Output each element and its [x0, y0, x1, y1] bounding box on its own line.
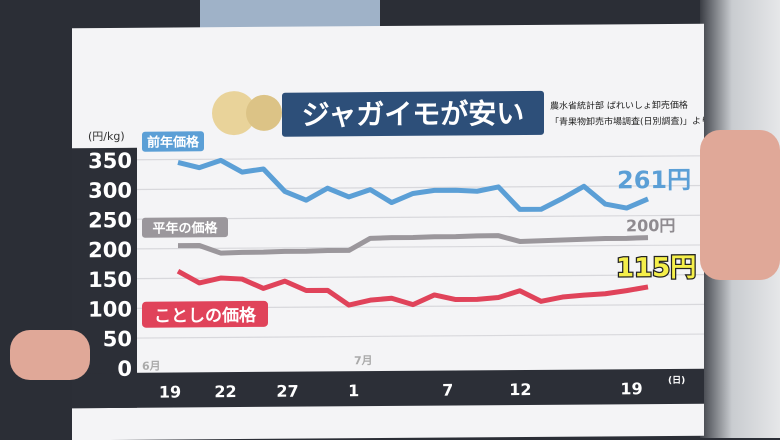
x-tick-label: 19 — [159, 382, 181, 401]
x-tick-label: 12 — [509, 380, 531, 399]
grid-line — [137, 245, 704, 249]
source-line-1: 農水省統計部 ばれいしょ卸売価格 — [550, 99, 688, 112]
x-tick-label: 19 — [620, 379, 642, 398]
y-tick-label: 250 — [88, 208, 132, 232]
presenter-hand-left — [10, 330, 90, 380]
series-lines — [178, 157, 648, 306]
source-line-2: 「青果物卸売市場調査(日別調査)」より — [550, 115, 704, 128]
y-tick-label: 50 — [103, 327, 132, 351]
end-label-this-year: 115円 — [616, 253, 696, 284]
y-tick-label: 200 — [88, 238, 132, 262]
line-chart: 0 50 100 150 200 250 300 350 19 22 27 1 7 12 19 ジャガイモ… — [72, 24, 704, 440]
y-tick-label: 100 — [88, 297, 132, 321]
end-label-normal-year: 200円 — [626, 216, 675, 235]
presenter-hand-right — [700, 130, 780, 280]
x-tick-label: 7 — [442, 381, 453, 400]
series-line-0 — [178, 157, 648, 211]
series-name-last-year: 前年価格 — [147, 134, 200, 150]
y-tick-label: 0 — [117, 357, 132, 381]
x-tick-label: 27 — [276, 382, 298, 401]
series-line-2 — [178, 268, 648, 306]
y-tick-label: 350 — [88, 149, 132, 173]
chart-board: 0 50 100 150 200 250 300 350 19 22 27 1 7 12 19 ジャガイモ… — [72, 24, 704, 440]
month-label-july: 7月 — [354, 354, 373, 367]
y-tick-label: 150 — [88, 268, 132, 292]
potato-icon — [246, 95, 282, 131]
month-label-june: 6月 — [142, 360, 161, 373]
x-tick-label: 22 — [214, 382, 236, 401]
series-name-normal-year: 平年の価格 — [152, 220, 218, 236]
chart-title: ジャガイモが安い — [302, 97, 525, 132]
series-name-this-year: ことしの価格 — [154, 305, 257, 327]
y-tick-label: 300 — [88, 179, 132, 203]
x-tick-label: 1 — [348, 381, 359, 400]
y-axis-unit: (円/kg) — [88, 130, 125, 143]
x-axis-unit: (日) — [668, 375, 685, 386]
grid-line — [137, 334, 704, 338]
end-label-last-year: 261円 — [617, 166, 691, 195]
